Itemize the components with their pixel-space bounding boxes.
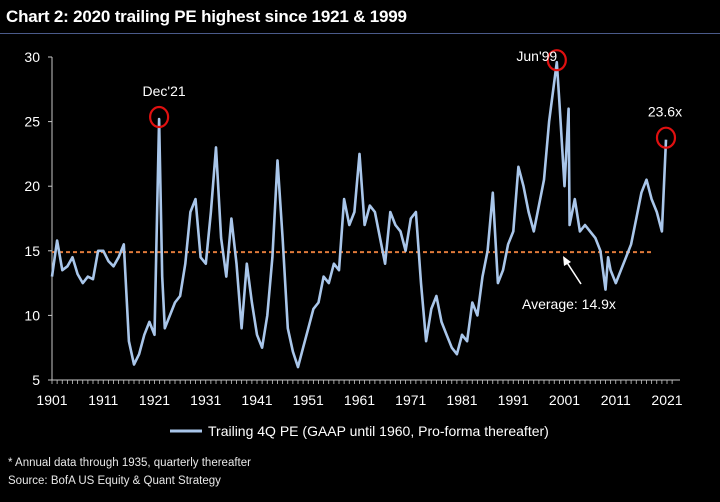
series-layer <box>50 60 668 369</box>
y-tick-label: 10 <box>24 307 40 323</box>
highlight-circle <box>546 49 567 72</box>
x-tick-label: 1961 <box>344 392 375 408</box>
footnote-source: Source: BofA US Equity & Quant Strategy <box>8 475 221 487</box>
title-bar: Chart 2: 2020 trailing PE highest since … <box>0 0 720 34</box>
footnote-note: * Annual data through 1935, quarterly th… <box>8 457 251 469</box>
y-tick-label: 5 <box>32 372 40 388</box>
x-tick-label: 1971 <box>395 392 426 408</box>
highlight-circle <box>149 105 170 129</box>
annotation-label: Dec'21 <box>143 83 186 99</box>
y-tick-label: 15 <box>24 243 40 259</box>
x-tick-label: 2001 <box>549 392 580 408</box>
average-arrow-shaft <box>565 260 582 285</box>
pe-series-line <box>50 60 668 369</box>
x-tick-label: 1991 <box>498 392 529 408</box>
legend: Trailing 4Q PE (GAAP until 1960, Pro-for… <box>170 423 549 439</box>
x-tick-label: 1931 <box>190 392 221 408</box>
annotation-label: 23.6x <box>648 104 682 120</box>
x-tick-label: 2011 <box>601 392 631 408</box>
average-arrow-head <box>563 256 571 266</box>
chart-title: Chart 2: 2020 trailing PE highest since … <box>6 7 407 26</box>
x-tick-label: 1901 <box>36 392 67 408</box>
legend-label: Trailing 4Q PE (GAAP until 1960, Pro-for… <box>208 423 549 439</box>
annotation-label: Jun'99 <box>516 48 557 64</box>
x-tick-label: 1911 <box>88 392 118 408</box>
x-tick-label: 2021 <box>651 392 682 408</box>
y-tick-label: 25 <box>24 114 40 130</box>
x-tick-label: 1921 <box>139 392 170 408</box>
x-tick-label: 1941 <box>241 392 272 408</box>
axes: 5 10 15 20 25 30 1901 1911 1921 1931 1941 1951 1961 1… <box>24 49 682 408</box>
y-tick-label: 20 <box>24 178 40 194</box>
highlight-circle <box>655 126 677 149</box>
x-tick-label: 1951 <box>293 392 324 408</box>
x-tick-label: 1981 <box>446 392 477 408</box>
average-label: Average: 14.9x <box>522 296 616 312</box>
annotation-layer: Dec'21 Jun'99 23.6x Average: 14.9x <box>143 48 683 312</box>
y-tick-label: 30 <box>24 49 40 65</box>
